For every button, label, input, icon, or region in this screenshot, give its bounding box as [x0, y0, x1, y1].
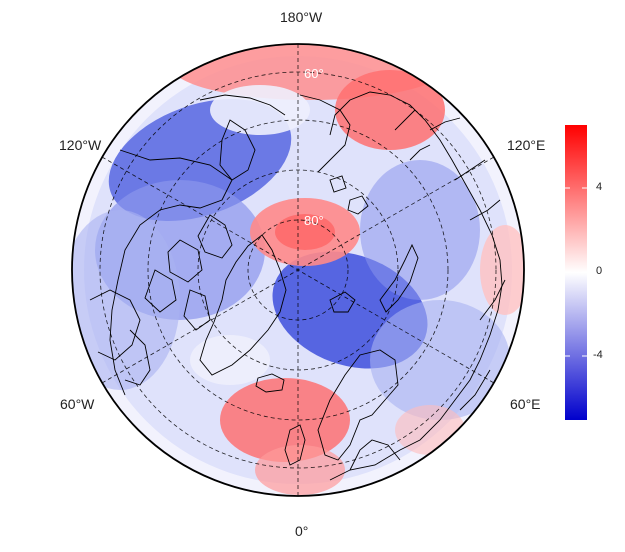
lon-label-60w: 60°W — [60, 396, 95, 412]
colorbar — [565, 125, 587, 420]
lon-label-180w: 180°W — [280, 9, 323, 25]
coastlines — [89, 91, 506, 496]
lon-label-120e: 120°E — [507, 137, 546, 153]
map-border — [71, 43, 525, 497]
colorbar-tick-0: 0 — [596, 265, 603, 277]
anomaly-field — [72, 44, 524, 496]
colorbar-tick-neg4: -4 — [593, 349, 603, 361]
lon-label-0: 0° — [295, 523, 309, 539]
lon-label-120w: 120°W — [59, 137, 102, 153]
lat-label-60: 60° — [304, 66, 324, 81]
colorbar-tick-4: 4 — [596, 181, 603, 193]
graticule — [99, 44, 497, 496]
lat-label-80: 80° — [304, 213, 324, 228]
lon-label-60e: 60°E — [510, 396, 541, 412]
